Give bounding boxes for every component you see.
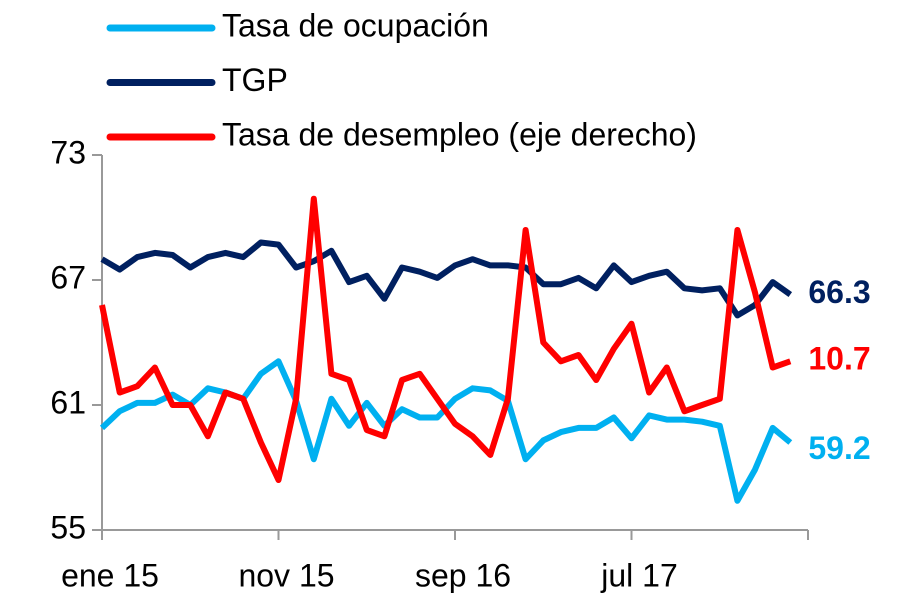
end-label: 10.7 [808, 341, 870, 377]
end-label: 66.3 [808, 274, 870, 310]
legend-label: TGP [222, 62, 288, 98]
end-label: 59.2 [808, 430, 870, 466]
x-tick-label: ene 15 [61, 557, 159, 593]
y-tick-label: 55 [50, 509, 86, 545]
y-tick-label: 61 [50, 384, 86, 420]
y-tick-label: 67 [50, 259, 86, 295]
x-tick-label: jul 17 [600, 557, 678, 593]
line-series [100, 239, 793, 319]
legend-label: Tasa de desempleo (eje derecho) [222, 116, 697, 152]
legend-label: Tasa de ocupación [222, 7, 489, 43]
y-tick-label: 73 [50, 134, 86, 170]
x-tick-label: nov 15 [238, 557, 334, 593]
x-tick-label: sep 16 [415, 557, 511, 593]
line-series [99, 195, 792, 483]
